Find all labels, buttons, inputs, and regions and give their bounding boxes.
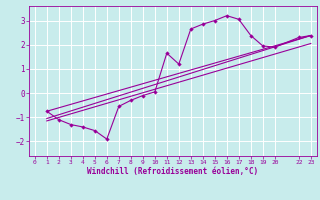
X-axis label: Windchill (Refroidissement éolien,°C): Windchill (Refroidissement éolien,°C) <box>87 167 258 176</box>
